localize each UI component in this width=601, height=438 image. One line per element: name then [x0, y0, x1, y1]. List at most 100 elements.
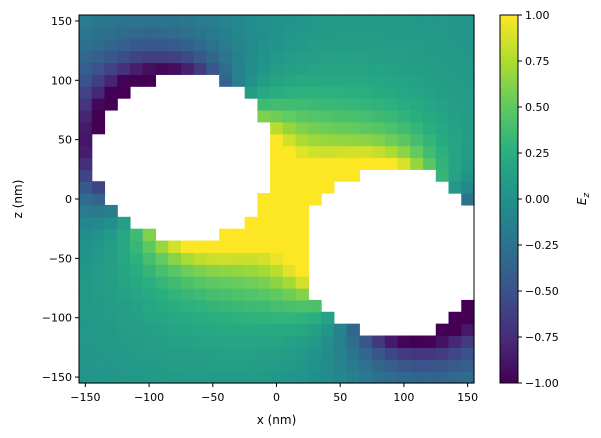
heatmap-cell	[79, 299, 93, 313]
colorbar-ticks: 1.00 0.75 0.50 0.25 0.00 −0.25 −0.50 −0.75 −1.00	[518, 9, 559, 390]
heatmap-cell	[142, 228, 157, 242]
heatmap-cell	[244, 252, 258, 265]
heatmap-cell	[117, 323, 131, 337]
heatmap-cell	[270, 121, 284, 135]
heatmap-cell	[155, 323, 169, 337]
heatmap-cell	[142, 276, 157, 289]
heatmap-cell	[270, 204, 284, 218]
heatmap-cell	[206, 288, 220, 301]
heatmap-cell	[295, 15, 309, 28]
heatmap-cell	[155, 252, 169, 265]
heatmap-cell	[295, 157, 309, 170]
heatmap-cell	[448, 157, 462, 170]
heatmap-cell	[321, 359, 335, 372]
heatmap-cell	[295, 311, 309, 325]
heatmap-cell	[448, 98, 462, 111]
heatmap-cell	[384, 26, 399, 40]
heatmap-cell	[91, 62, 106, 75]
heatmap-cell	[257, 347, 271, 360]
heatmap-cell	[384, 15, 399, 28]
heatmap-cell	[168, 264, 182, 277]
heatmap-cell	[257, 193, 271, 206]
heatmap-cell	[384, 86, 399, 99]
heatmap-cell	[321, 121, 335, 135]
heatmap-cell	[282, 276, 297, 289]
heatmap-cell	[372, 371, 386, 384]
heatmap-cell	[155, 50, 169, 64]
heatmap-cell	[333, 38, 348, 52]
heatmap-cell	[308, 181, 322, 194]
heatmap-cell	[397, 359, 411, 372]
heatmap-cell	[423, 145, 437, 159]
heatmap-cell	[219, 62, 233, 75]
heatmap-cell	[155, 347, 169, 360]
heatmap-cell	[79, 193, 93, 206]
heatmap-cell	[206, 62, 220, 75]
heatmap-cell	[346, 26, 360, 40]
colorbar-tick-label: −0.75	[525, 331, 559, 344]
heatmap-cell	[372, 145, 386, 159]
heatmap-cell	[168, 252, 182, 265]
heatmap-cell	[282, 181, 297, 194]
heatmap-cell	[372, 62, 386, 75]
heatmap-cell	[79, 288, 93, 301]
heatmap-cell	[155, 371, 169, 384]
heatmap-cell	[231, 15, 246, 28]
heatmap-cell	[104, 323, 118, 337]
heatmap-cell	[168, 335, 182, 348]
heatmap-cell	[231, 264, 246, 277]
heatmap-cell	[168, 26, 182, 40]
heatmap-cell	[91, 347, 106, 360]
heatmap-cell	[308, 74, 322, 87]
heatmap-cell	[321, 109, 335, 123]
heatmap-cell	[423, 347, 437, 360]
heatmap-cell	[91, 38, 106, 52]
heatmap-cell	[282, 288, 297, 301]
heatmap-cell	[321, 98, 335, 111]
y-tick-label: 150	[51, 15, 72, 28]
heatmap-cell	[435, 359, 450, 372]
y-tick-label: −100	[42, 312, 72, 325]
heatmap-cell	[193, 38, 208, 52]
heatmap-cell	[79, 50, 93, 64]
heatmap-cell	[91, 264, 106, 277]
heatmap-cell	[435, 26, 450, 40]
x-tick-label: 150	[457, 391, 478, 404]
heatmap-cell	[117, 86, 131, 99]
heatmap-cell	[244, 288, 258, 301]
heatmap-cell	[231, 276, 246, 289]
heatmap-cell	[372, 109, 386, 123]
heatmap-cell	[308, 86, 322, 99]
heatmap-cell	[117, 288, 131, 301]
heatmap-cell	[180, 26, 195, 40]
heatmap-cell	[79, 15, 93, 28]
heatmap-cell	[435, 121, 450, 135]
heatmap-cell	[129, 50, 144, 64]
heatmap-cell	[129, 288, 144, 301]
heatmap-cell	[397, 145, 411, 159]
colorbar-tick-label: −0.25	[525, 239, 559, 252]
heatmap-cell	[257, 252, 271, 265]
heatmap-cell	[270, 157, 284, 170]
heatmap-cell	[308, 109, 322, 123]
heatmap-cell	[372, 359, 386, 372]
heatmap-cell	[295, 133, 309, 147]
heatmap-cell	[219, 359, 233, 372]
heatmap-cell	[372, 38, 386, 52]
heatmap-cell	[270, 74, 284, 87]
heatmap-cell	[448, 359, 462, 372]
heatmap-cell	[270, 252, 284, 265]
heatmap-cell	[117, 335, 131, 348]
heatmap-cell	[308, 359, 322, 372]
heatmap-cell	[282, 74, 297, 87]
heatmap-cell	[270, 26, 284, 40]
heatmap-cell	[270, 169, 284, 182]
heatmap-cell	[282, 121, 297, 135]
heatmap-cell	[180, 347, 195, 360]
heatmap-cell	[270, 264, 284, 277]
heatmap-cell	[346, 86, 360, 99]
heatmap-cell	[180, 50, 195, 64]
heatmap-cell	[129, 38, 144, 52]
heatmap-cell	[423, 371, 437, 384]
heatmap-cell	[180, 359, 195, 372]
